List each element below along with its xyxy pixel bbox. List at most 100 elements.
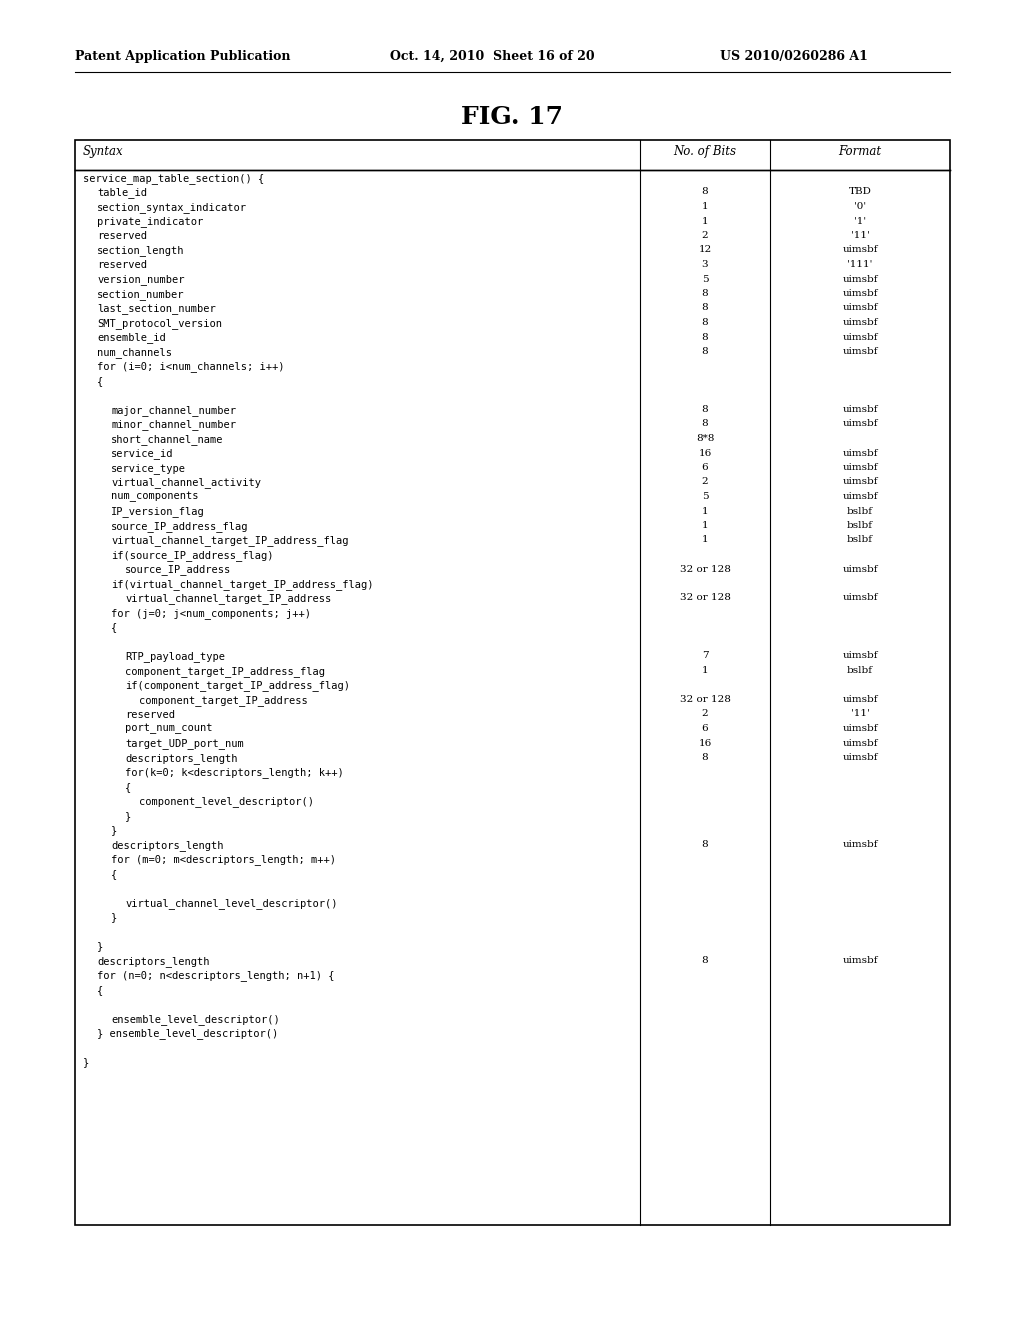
Text: uimsbf: uimsbf [843,723,878,733]
Text: uimsbf: uimsbf [843,405,878,414]
Text: 8: 8 [701,318,709,327]
Text: uimsbf: uimsbf [843,738,878,747]
Text: source_IP_address_flag: source_IP_address_flag [111,521,249,532]
Text: 8: 8 [701,333,709,342]
Text: 2: 2 [701,710,709,718]
Text: 3: 3 [701,260,709,269]
Text: source_IP_address: source_IP_address [125,565,231,576]
Text: {: { [125,781,131,792]
Text: table_id: table_id [97,187,147,198]
Text: }: } [111,912,118,923]
Text: num_channels: num_channels [97,347,172,358]
Text: uimsbf: uimsbf [843,478,878,487]
Text: {: { [97,985,103,995]
Text: uimsbf: uimsbf [843,492,878,502]
Text: uimsbf: uimsbf [843,565,878,573]
Text: 1: 1 [701,202,709,211]
Text: 5: 5 [701,492,709,502]
Text: SMT_protocol_version: SMT_protocol_version [97,318,222,329]
Text: service_type: service_type [111,463,186,474]
Text: uimsbf: uimsbf [843,420,878,429]
Text: virtual_channel_activity: virtual_channel_activity [111,478,261,488]
Text: 8: 8 [701,752,709,762]
Text: IP_version_flag: IP_version_flag [111,507,205,517]
Text: Oct. 14, 2010  Sheet 16 of 20: Oct. 14, 2010 Sheet 16 of 20 [390,50,595,63]
Text: } ensemble_level_descriptor(): } ensemble_level_descriptor() [97,1028,279,1039]
Text: for (n=0; n<descriptors_length; n+1) {: for (n=0; n<descriptors_length; n+1) { [97,970,335,981]
Text: uimsbf: uimsbf [843,304,878,313]
Text: }: } [111,825,118,836]
Text: for (i=0; i<num_channels; i++): for (i=0; i<num_channels; i++) [97,362,285,372]
Text: RTP_payload_type: RTP_payload_type [125,652,225,663]
Text: }: } [97,941,103,952]
Text: 1: 1 [701,521,709,531]
Text: '11': '11' [851,231,869,240]
Text: 8: 8 [701,405,709,414]
Text: 32 or 128: 32 or 128 [680,594,730,602]
Text: virtual_channel_target_IP_address: virtual_channel_target_IP_address [125,594,331,605]
Text: service_map_table_section() {: service_map_table_section() { [83,173,264,183]
Text: uimsbf: uimsbf [843,956,878,965]
Text: FIG. 17: FIG. 17 [461,106,563,129]
Text: descriptors_length: descriptors_length [97,956,210,968]
Text: component_level_descriptor(): component_level_descriptor() [139,796,314,808]
Text: private_indicator: private_indicator [97,216,203,227]
Text: 2: 2 [701,478,709,487]
Text: service_id: service_id [111,449,173,459]
Text: 1: 1 [701,507,709,516]
Text: virtual_channel_level_descriptor(): virtual_channel_level_descriptor() [125,898,338,909]
Text: 32 or 128: 32 or 128 [680,696,730,704]
Text: component_target_IP_address_flag: component_target_IP_address_flag [125,667,325,677]
Text: No. of Bits: No. of Bits [674,145,736,158]
Bar [75,140,950,1225]
Text: 8: 8 [701,956,709,965]
Text: component_target_IP_address: component_target_IP_address [139,696,308,706]
Text: 12: 12 [698,246,712,255]
Text: 6: 6 [701,723,709,733]
Text: port_num_count: port_num_count [125,723,213,734]
Text: TBD: TBD [849,187,871,197]
Text: major_channel_number: major_channel_number [111,405,236,416]
Text: section_syntax_indicator: section_syntax_indicator [97,202,247,213]
Text: '111': '111' [847,260,872,269]
Text: '0': '0' [854,202,866,211]
Text: 1: 1 [701,667,709,675]
Text: uimsbf: uimsbf [843,652,878,660]
Text: uimsbf: uimsbf [843,463,878,473]
Text: if(virtual_channel_target_IP_address_flag): if(virtual_channel_target_IP_address_fla… [111,579,374,590]
Text: uimsbf: uimsbf [843,347,878,356]
Text: uimsbf: uimsbf [843,275,878,284]
Text: 8: 8 [701,420,709,429]
Text: 6: 6 [701,463,709,473]
Text: version_number: version_number [97,275,184,285]
Text: for(k=0; k<descriptors_length; k++): for(k=0; k<descriptors_length; k++) [125,767,344,779]
Text: for (m=0; m<descriptors_length; m++): for (m=0; m<descriptors_length; m++) [111,854,336,866]
Text: section_number: section_number [97,289,184,300]
Text: 2: 2 [701,231,709,240]
Text: ensemble_level_descriptor(): ensemble_level_descriptor() [111,1014,280,1024]
Text: uimsbf: uimsbf [843,594,878,602]
Text: uimsbf: uimsbf [843,318,878,327]
Text: bslbf: bslbf [847,507,873,516]
Text: uimsbf: uimsbf [843,840,878,849]
Text: 8: 8 [701,840,709,849]
Text: uimsbf: uimsbf [843,696,878,704]
Text: US 2010/0260286 A1: US 2010/0260286 A1 [720,50,868,63]
Text: if(source_IP_address_flag): if(source_IP_address_flag) [111,550,273,561]
Text: reserved: reserved [97,260,147,271]
Text: 8: 8 [701,304,709,313]
Text: '1': '1' [854,216,866,226]
Text: uimsbf: uimsbf [843,449,878,458]
Text: 5: 5 [701,275,709,284]
Text: Syntax: Syntax [83,145,124,158]
Text: {: { [111,869,118,879]
Text: section_length: section_length [97,246,184,256]
Text: descriptors_length: descriptors_length [125,752,238,764]
Text: bslbf: bslbf [847,521,873,531]
Text: if(component_target_IP_address_flag): if(component_target_IP_address_flag) [125,681,350,692]
Text: minor_channel_number: minor_channel_number [111,420,236,430]
Text: 7: 7 [701,652,709,660]
Text: bslbf: bslbf [847,536,873,544]
Text: uimsbf: uimsbf [843,333,878,342]
Text: reserved: reserved [97,231,147,242]
